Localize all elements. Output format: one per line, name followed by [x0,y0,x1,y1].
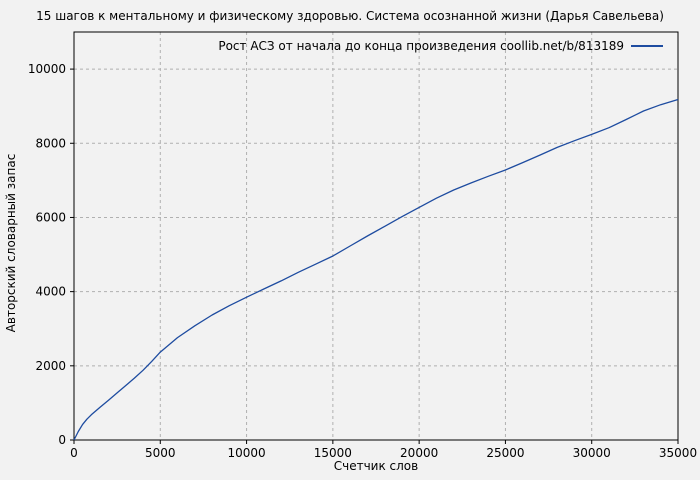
y-tick-label: 8000 [35,136,66,150]
x-tick-label: 20000 [400,446,438,460]
x-tick-label: 25000 [486,446,524,460]
x-tick-label: 30000 [573,446,611,460]
legend: Рост АСЗ от начала до конца произведения… [218,39,663,53]
chart-title: 15 шагов к ментальному и физическому здо… [36,9,664,23]
x-axis-title: Счетчик слов [333,459,419,473]
y-tick-label: 10000 [28,62,66,76]
y-tick-label: 6000 [35,210,66,224]
x-tick-label: 5000 [145,446,176,460]
legend-line-sample [631,45,663,47]
y-tick-label: 2000 [35,359,66,373]
data-series-line [73,98,679,441]
x-tick-label: 0 [70,446,78,460]
legend-label: Рост АСЗ от начала до конца произведения… [218,39,624,53]
y-tick-label: 4000 [35,285,66,299]
x-tick-label: 35000 [659,446,697,460]
plot-border [73,31,679,441]
y-tick-label: 0 [58,433,66,447]
x-tick-label: 10000 [227,446,265,460]
y-axis-title: Авторский словарный запас [4,153,18,333]
x-tick-label: 15000 [314,446,352,460]
